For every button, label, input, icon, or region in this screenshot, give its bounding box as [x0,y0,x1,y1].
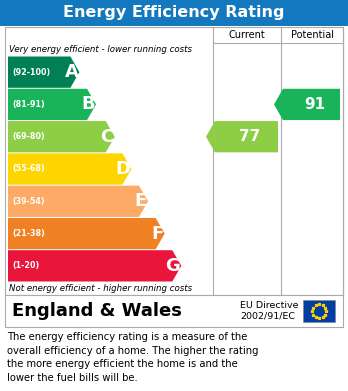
Text: B: B [81,95,95,113]
Text: 2002/91/EC: 2002/91/EC [240,312,295,321]
Text: EU Directive: EU Directive [240,301,299,310]
Bar [303,300,335,322]
Text: (55-68): (55-68) [12,165,45,174]
Text: (21-38): (21-38) [12,229,45,238]
Text: E: E [135,192,147,210]
Text: G: G [165,257,180,275]
Text: D: D [116,160,130,178]
Text: C: C [101,128,114,146]
Text: Current: Current [229,30,266,40]
Polygon shape [274,89,340,120]
Text: 91: 91 [304,97,325,112]
Polygon shape [8,57,79,88]
Text: The energy efficiency rating is a measure of the
overall efficiency of a home. T: The energy efficiency rating is a measur… [7,332,259,383]
Polygon shape [206,121,278,152]
Polygon shape [8,89,96,120]
Text: 77: 77 [239,129,260,144]
Polygon shape [8,218,165,249]
Bar [0,0,348,26]
Text: Very energy efficient - lower running costs: Very energy efficient - lower running co… [9,45,192,54]
Text: (92-100): (92-100) [12,68,50,77]
Polygon shape [8,186,148,217]
Text: England & Wales: England & Wales [12,302,182,320]
Text: (69-80): (69-80) [12,132,45,141]
Polygon shape [8,121,115,152]
Polygon shape [8,250,181,282]
Text: (81-91): (81-91) [12,100,45,109]
Text: Potential: Potential [291,30,333,40]
Text: F: F [151,224,164,242]
Bar [5,27,343,295]
Text: (39-54): (39-54) [12,197,45,206]
Text: Energy Efficiency Rating: Energy Efficiency Rating [63,5,285,20]
Polygon shape [8,153,132,185]
Text: Not energy efficient - higher running costs: Not energy efficient - higher running co… [9,284,192,293]
Text: A: A [64,63,78,81]
Bar [5,295,343,327]
Text: (1-20): (1-20) [12,261,39,270]
